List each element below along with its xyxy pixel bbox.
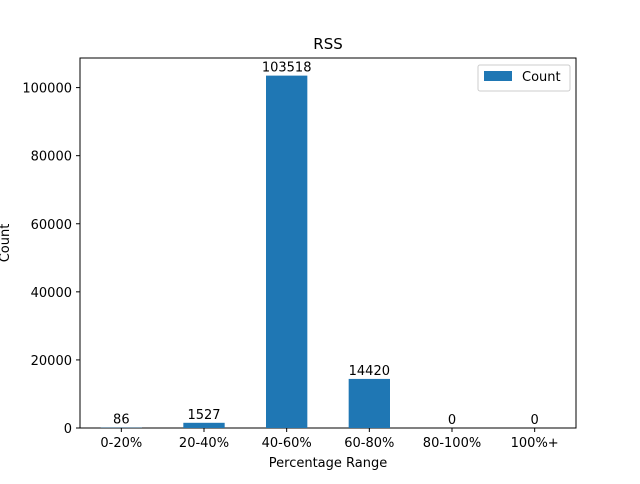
y-tick-label-3: 60000 [31,218,72,233]
chart-title: RSS [313,35,342,53]
bar-2 [266,76,307,428]
data-label-0: 86 [113,413,130,428]
x-tick-label-5: 100%+ [511,436,559,451]
x-tick-label-3: 60-80% [344,436,394,451]
bar-3 [349,379,390,428]
data-label-2: 103518 [262,61,312,76]
x-tick-label-4: 80-100% [423,436,481,451]
data-label-1: 1527 [187,408,220,423]
y-axis-label: Count [0,224,13,263]
data-label-4: 0 [448,413,456,428]
legend-swatch-count [484,71,512,81]
x-tick-label-2: 40-60% [262,436,312,451]
legend-label-count: Count [522,70,561,85]
x-axis-label: Percentage Range [269,456,387,471]
y-tick-label-1: 20000 [31,354,72,369]
x-tick-label-1: 20-40% [179,436,229,451]
legend: Count [478,65,570,91]
y-tick-label-5: 100000 [22,82,72,97]
data-label-5: 0 [531,413,539,428]
y-tick-label-2: 40000 [31,286,72,301]
data-label-3: 14420 [349,364,390,379]
x-tick-label-0: 0-20% [100,436,142,451]
y-tick-label-4: 80000 [31,150,72,165]
y-tick-label-0: 0 [64,422,72,437]
bar-1 [183,423,224,428]
